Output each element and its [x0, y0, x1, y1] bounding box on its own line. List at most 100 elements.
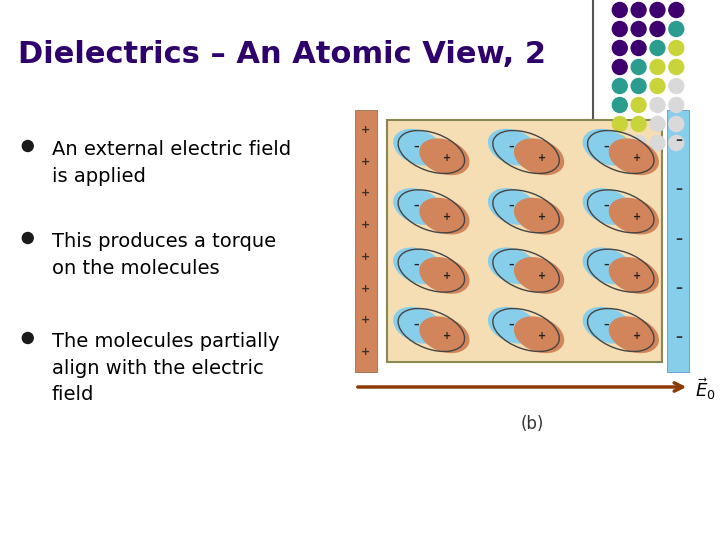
Ellipse shape — [419, 316, 469, 353]
Text: Dielectrics – An Atomic View, 2: Dielectrics – An Atomic View, 2 — [18, 40, 546, 69]
Text: –: – — [675, 133, 682, 147]
Circle shape — [650, 40, 665, 56]
Circle shape — [612, 136, 627, 151]
Circle shape — [631, 3, 646, 17]
Text: –: – — [603, 141, 608, 152]
Circle shape — [22, 140, 33, 152]
Bar — [667, 110, 689, 372]
Ellipse shape — [608, 316, 659, 353]
Circle shape — [669, 40, 684, 56]
Text: –: – — [603, 260, 608, 270]
Circle shape — [650, 117, 665, 132]
Ellipse shape — [488, 307, 538, 343]
Text: +: + — [361, 220, 371, 230]
Text: +: + — [443, 272, 451, 281]
Text: +: + — [538, 212, 546, 222]
Circle shape — [631, 22, 646, 37]
Text: This produces a torque
on the molecules: This produces a torque on the molecules — [52, 232, 276, 278]
Ellipse shape — [514, 198, 564, 234]
Ellipse shape — [488, 247, 538, 284]
Ellipse shape — [582, 247, 633, 284]
Circle shape — [631, 98, 646, 112]
Ellipse shape — [582, 307, 633, 343]
Ellipse shape — [393, 307, 444, 343]
Ellipse shape — [419, 257, 469, 294]
Text: +: + — [361, 252, 371, 262]
Text: +: + — [361, 284, 371, 294]
Text: +: + — [361, 315, 371, 325]
Text: –: – — [508, 320, 514, 329]
Circle shape — [669, 22, 684, 37]
Circle shape — [669, 136, 684, 151]
Ellipse shape — [514, 257, 564, 294]
Circle shape — [612, 40, 627, 56]
Circle shape — [631, 40, 646, 56]
Ellipse shape — [419, 138, 469, 175]
Text: –: – — [508, 141, 514, 152]
Text: +: + — [633, 212, 641, 222]
Text: +: + — [361, 125, 371, 135]
Text: +: + — [361, 157, 371, 167]
Text: (b): (b) — [521, 415, 544, 433]
Circle shape — [22, 333, 33, 343]
Ellipse shape — [419, 198, 469, 234]
Circle shape — [631, 136, 646, 151]
Ellipse shape — [582, 129, 633, 166]
Circle shape — [631, 78, 646, 93]
Ellipse shape — [393, 188, 444, 225]
Ellipse shape — [582, 188, 633, 225]
Bar — [387, 120, 662, 362]
Text: –: – — [508, 260, 514, 270]
Text: –: – — [675, 232, 682, 246]
Text: –: – — [675, 281, 682, 295]
Text: –: – — [603, 201, 608, 211]
Circle shape — [650, 136, 665, 151]
Circle shape — [650, 59, 665, 75]
Text: –: – — [413, 201, 419, 211]
Text: –: – — [603, 320, 608, 329]
Ellipse shape — [393, 129, 444, 166]
Text: The molecules partially
align with the electric
field: The molecules partially align with the e… — [52, 332, 279, 404]
Text: –: – — [413, 260, 419, 270]
Circle shape — [650, 22, 665, 37]
Ellipse shape — [488, 129, 538, 166]
Bar — [355, 110, 377, 372]
Text: +: + — [633, 272, 641, 281]
Circle shape — [669, 98, 684, 112]
Text: –: – — [675, 183, 682, 196]
Text: +: + — [361, 188, 371, 198]
Ellipse shape — [608, 198, 659, 234]
Text: $\vec{E}_0$: $\vec{E}_0$ — [695, 376, 716, 402]
Ellipse shape — [608, 257, 659, 294]
Circle shape — [612, 22, 627, 37]
Circle shape — [631, 117, 646, 132]
Text: +: + — [538, 331, 546, 341]
Text: +: + — [633, 153, 641, 163]
Ellipse shape — [608, 138, 659, 175]
Circle shape — [650, 98, 665, 112]
Text: +: + — [361, 347, 371, 357]
Circle shape — [669, 59, 684, 75]
Text: An external electric field
is applied: An external electric field is applied — [52, 140, 291, 186]
Circle shape — [669, 78, 684, 93]
Circle shape — [612, 117, 627, 132]
Ellipse shape — [514, 138, 564, 175]
Text: +: + — [443, 153, 451, 163]
Circle shape — [612, 98, 627, 112]
Text: –: – — [675, 330, 682, 344]
Text: +: + — [443, 331, 451, 341]
Circle shape — [612, 78, 627, 93]
Circle shape — [631, 59, 646, 75]
Text: +: + — [538, 272, 546, 281]
Circle shape — [650, 78, 665, 93]
Text: –: – — [413, 320, 419, 329]
Circle shape — [650, 3, 665, 17]
Text: –: – — [508, 201, 514, 211]
Circle shape — [22, 233, 33, 244]
Circle shape — [669, 3, 684, 17]
Ellipse shape — [393, 247, 444, 284]
Text: +: + — [633, 331, 641, 341]
Circle shape — [612, 3, 627, 17]
Text: –: – — [413, 141, 419, 152]
Circle shape — [612, 59, 627, 75]
